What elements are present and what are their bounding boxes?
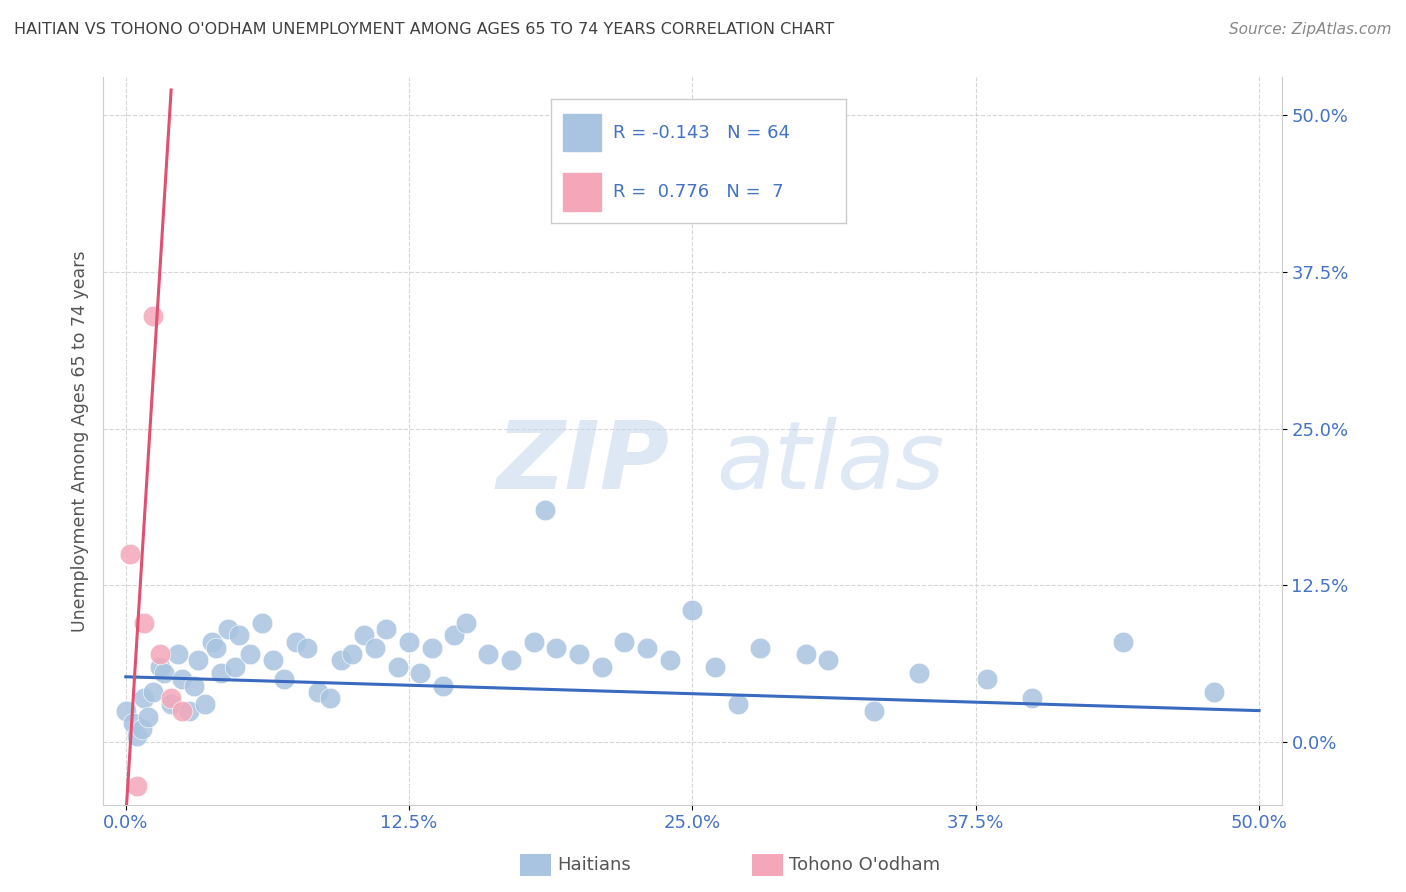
Point (201, 634, 224, 648)
Point (179, 704, 201, 718)
Point (149, 647, 172, 661)
Point (142, 685, 165, 699)
Point (138, 710, 160, 724)
Point (330, 653, 353, 667)
Point (1202, 685, 1225, 699)
Point (636, 640, 658, 655)
Point (121, 716, 143, 731)
Point (127, 729, 149, 743)
Point (613, 634, 636, 648)
Point (591, 659, 613, 673)
Text: Tohono O'odham: Tohono O'odham (789, 856, 939, 874)
Text: Haitians: Haitians (557, 856, 630, 874)
Point (160, 698, 183, 712)
Point (862, 704, 884, 718)
Point (167, 647, 190, 661)
Point (239, 647, 262, 661)
Point (432, 679, 454, 693)
Point (420, 640, 443, 655)
Point (353, 628, 375, 642)
Point (681, 603, 703, 617)
Point (273, 673, 295, 687)
Point (364, 640, 387, 655)
Point (160, 691, 183, 706)
Text: Source: ZipAtlas.com: Source: ZipAtlas.com (1229, 22, 1392, 37)
Point (127, 779, 149, 793)
Point (387, 659, 409, 673)
Text: HAITIAN VS TOHONO O'ODHAM UNEMPLOYMENT AMONG AGES 65 TO 74 YEARS CORRELATION CHA: HAITIAN VS TOHONO O'ODHAM UNEMPLOYMENT A… (14, 22, 834, 37)
Point (409, 666, 432, 681)
Point (477, 647, 499, 661)
Point (534, 503, 557, 517)
Point (454, 615, 477, 630)
Point (375, 622, 398, 636)
Point (976, 673, 998, 687)
Point (727, 698, 749, 712)
Point (307, 685, 329, 699)
Point (217, 622, 239, 636)
Point (187, 653, 209, 667)
Point (132, 615, 155, 630)
Y-axis label: Unemployment Among Ages 65 to 74 years: Unemployment Among Ages 65 to 74 years (72, 251, 89, 632)
Point (142, 309, 165, 323)
Point (262, 653, 284, 667)
Point (443, 628, 465, 642)
Point (546, 640, 568, 655)
Point (319, 691, 342, 706)
Point (658, 653, 681, 667)
Point (342, 647, 364, 661)
Point (224, 659, 246, 673)
Point (172, 704, 194, 718)
Point (132, 691, 155, 706)
Point (131, 723, 153, 737)
Point (908, 666, 931, 681)
Point (1112, 634, 1135, 648)
Point (209, 666, 232, 681)
Point (149, 659, 172, 673)
Point (568, 647, 591, 661)
Point (205, 640, 228, 655)
Point (749, 640, 772, 655)
Point (250, 615, 273, 630)
Point (794, 647, 817, 661)
Point (704, 659, 727, 673)
Point (153, 666, 176, 681)
Point (501, 653, 523, 667)
Point (114, 704, 136, 718)
Text: ZIP: ZIP (496, 417, 669, 508)
Point (120, 547, 142, 561)
Point (1021, 691, 1043, 706)
Point (194, 698, 217, 712)
Point (398, 634, 420, 648)
Text: atlas: atlas (716, 417, 945, 508)
Point (183, 679, 205, 693)
Point (523, 634, 546, 648)
Point (228, 628, 250, 642)
Point (284, 634, 307, 648)
Point (817, 653, 839, 667)
Point (295, 640, 318, 655)
Point (172, 673, 194, 687)
